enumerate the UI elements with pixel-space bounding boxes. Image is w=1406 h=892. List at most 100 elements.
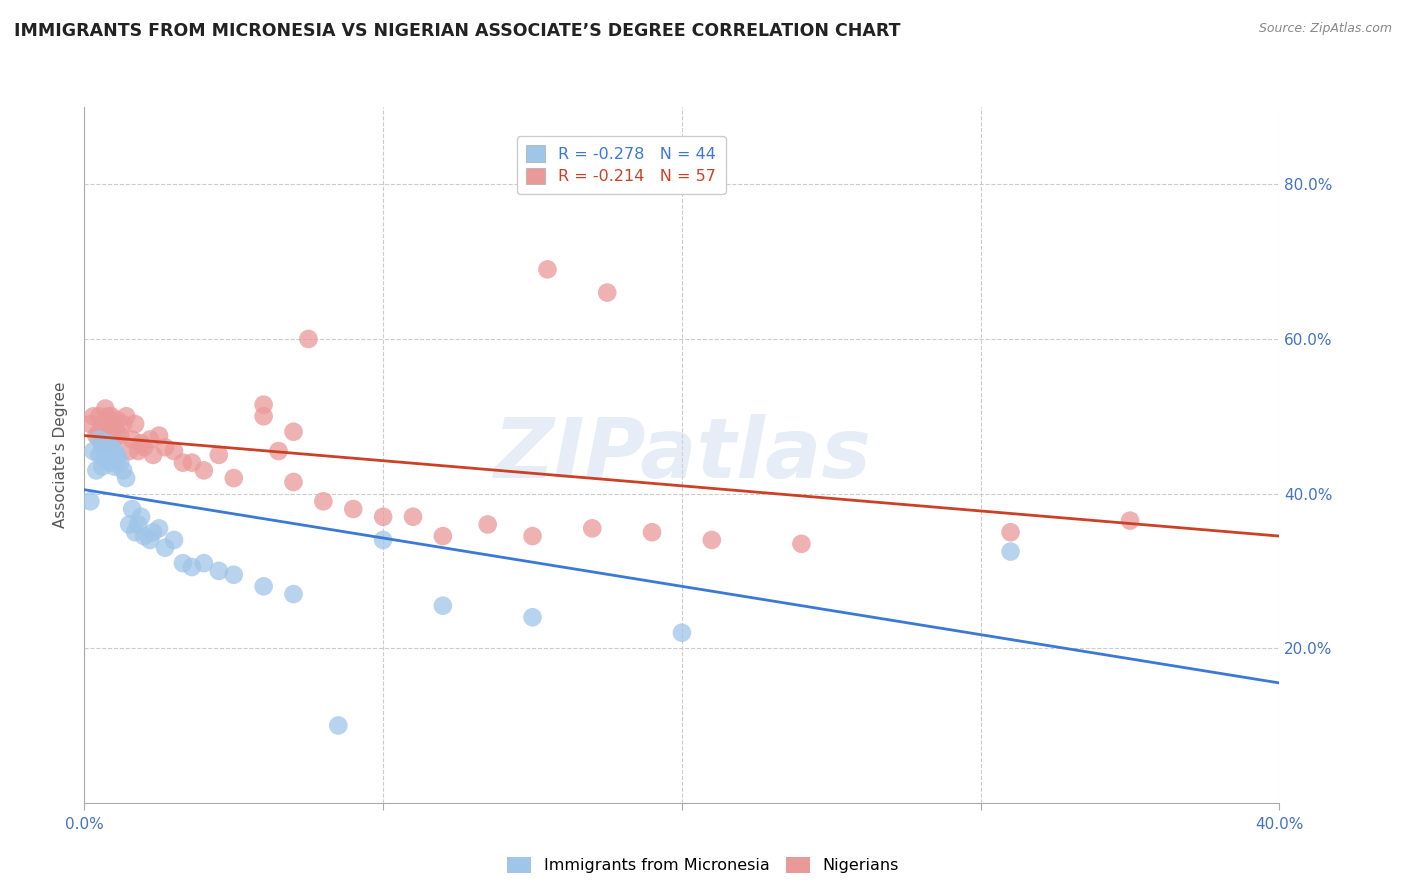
Point xyxy=(115,471,138,485)
Point xyxy=(132,440,156,454)
Legend: Immigrants from Micronesia, Nigerians: Immigrants from Micronesia, Nigerians xyxy=(501,850,905,880)
Legend: R = -0.278   N = 44, R = -0.214   N = 57: R = -0.278 N = 44, R = -0.214 N = 57 xyxy=(516,136,725,194)
Point xyxy=(91,417,114,431)
Point xyxy=(342,502,364,516)
Point xyxy=(89,409,111,424)
Point xyxy=(1000,525,1022,540)
Point xyxy=(103,433,125,447)
Point xyxy=(142,525,165,540)
Point xyxy=(581,521,603,535)
Point xyxy=(790,537,813,551)
Point xyxy=(100,409,122,424)
Point xyxy=(112,463,135,477)
Point xyxy=(402,509,425,524)
Point xyxy=(105,448,128,462)
Point xyxy=(97,448,120,462)
Point xyxy=(297,332,319,346)
Point xyxy=(328,718,350,732)
Point xyxy=(148,521,170,535)
Point xyxy=(283,475,305,489)
Point xyxy=(94,401,117,416)
Point xyxy=(94,425,117,439)
Point xyxy=(129,509,152,524)
Y-axis label: Associate's Degree: Associate's Degree xyxy=(53,382,69,528)
Point xyxy=(86,463,108,477)
Point xyxy=(371,509,394,524)
Point xyxy=(208,564,231,578)
Point xyxy=(100,440,122,454)
Point xyxy=(89,448,111,462)
Point xyxy=(283,587,305,601)
Point xyxy=(172,456,194,470)
Point xyxy=(253,398,276,412)
Point xyxy=(283,425,305,439)
Point xyxy=(103,459,125,474)
Point xyxy=(522,529,544,543)
Point xyxy=(91,440,114,454)
Point xyxy=(142,448,165,462)
Point xyxy=(82,444,104,458)
Point xyxy=(110,456,132,470)
Point xyxy=(312,494,335,508)
Point xyxy=(477,517,499,532)
Point xyxy=(94,444,117,458)
Point xyxy=(180,456,204,470)
Point xyxy=(105,451,128,466)
Point xyxy=(193,463,215,477)
Point xyxy=(432,529,454,543)
Point xyxy=(163,533,186,547)
Point xyxy=(103,421,125,435)
Point xyxy=(641,525,664,540)
Point xyxy=(432,599,454,613)
Point xyxy=(89,425,111,439)
Point xyxy=(97,436,120,450)
Point xyxy=(86,428,108,442)
Point xyxy=(536,262,558,277)
Point xyxy=(253,579,276,593)
Point xyxy=(105,425,128,439)
Point xyxy=(222,471,245,485)
Point xyxy=(97,409,120,424)
Point xyxy=(94,451,117,466)
Point xyxy=(79,417,101,431)
Point xyxy=(700,533,723,547)
Point xyxy=(129,436,152,450)
Point xyxy=(97,428,120,442)
Point xyxy=(91,436,114,450)
Point xyxy=(208,448,231,462)
Text: ZIPatlas: ZIPatlas xyxy=(494,415,870,495)
Point xyxy=(522,610,544,624)
Point xyxy=(100,417,122,431)
Point xyxy=(1000,544,1022,558)
Point xyxy=(124,417,146,431)
Text: Source: ZipAtlas.com: Source: ZipAtlas.com xyxy=(1258,22,1392,36)
Point xyxy=(139,533,162,547)
Point xyxy=(267,444,290,458)
Point xyxy=(153,541,176,555)
Point xyxy=(163,444,186,458)
Point xyxy=(172,556,194,570)
Point xyxy=(124,525,146,540)
Point xyxy=(115,409,138,424)
Point xyxy=(110,428,132,442)
Point xyxy=(79,494,101,508)
Point xyxy=(118,517,141,532)
Point xyxy=(671,625,693,640)
Point xyxy=(82,409,104,424)
Point xyxy=(139,433,162,447)
Point xyxy=(105,413,128,427)
Point xyxy=(1119,514,1142,528)
Point xyxy=(180,560,204,574)
Point xyxy=(148,428,170,442)
Point xyxy=(121,433,143,447)
Point xyxy=(596,285,619,300)
Point xyxy=(91,459,114,474)
Point xyxy=(132,529,156,543)
Point xyxy=(121,502,143,516)
Point xyxy=(118,444,141,458)
Point xyxy=(89,433,111,447)
Point xyxy=(112,417,135,431)
Point xyxy=(153,440,176,454)
Point xyxy=(253,409,276,424)
Point xyxy=(371,533,394,547)
